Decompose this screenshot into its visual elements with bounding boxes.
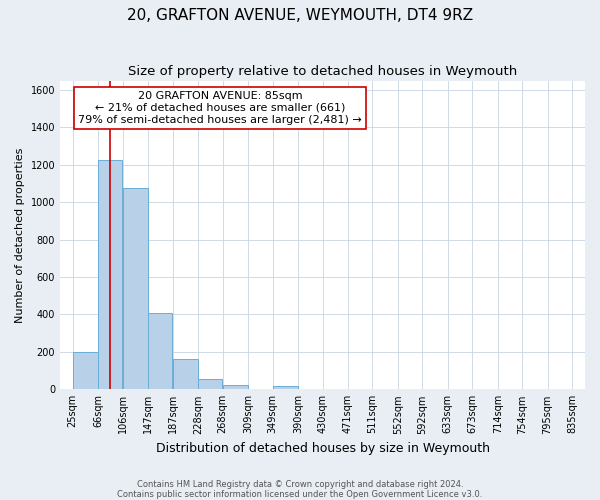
Bar: [173, 360, 197, 390]
Bar: [148, 312, 172, 390]
Y-axis label: Number of detached properties: Number of detached properties: [15, 147, 25, 322]
Bar: [123, 188, 148, 390]
Title: Size of property relative to detached houses in Weymouth: Size of property relative to detached ho…: [128, 65, 517, 78]
Text: 20 GRAFTON AVENUE: 85sqm
← 21% of detached houses are smaller (661)
79% of semi-: 20 GRAFTON AVENUE: 85sqm ← 21% of detach…: [78, 92, 362, 124]
Text: Contains HM Land Registry data © Crown copyright and database right 2024.
Contai: Contains HM Land Registry data © Crown c…: [118, 480, 482, 499]
X-axis label: Distribution of detached houses by size in Weymouth: Distribution of detached houses by size …: [155, 442, 490, 455]
Bar: [73, 352, 98, 390]
Bar: [198, 379, 223, 390]
Bar: [273, 386, 298, 390]
Bar: [223, 384, 248, 390]
Bar: [98, 160, 122, 390]
Text: 20, GRAFTON AVENUE, WEYMOUTH, DT4 9RZ: 20, GRAFTON AVENUE, WEYMOUTH, DT4 9RZ: [127, 8, 473, 22]
